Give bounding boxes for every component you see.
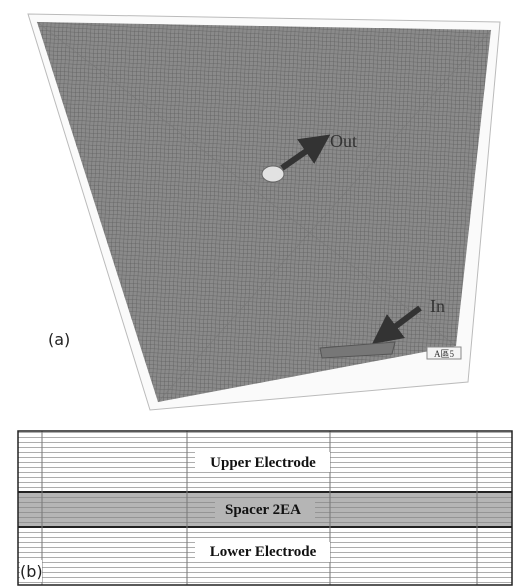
inlet-label: In — [430, 296, 445, 316]
mesh — [37, 22, 491, 402]
tag: A區5 — [434, 349, 454, 359]
outlet-port — [262, 166, 284, 182]
panel-label: (a) — [48, 330, 70, 349]
layer-label: Lower Electrode — [210, 544, 317, 560]
figure: Out In A區5 (a) Upper Electrode Spacer 2E… — [0, 0, 515, 588]
layer-label: Upper Electrode — [210, 455, 316, 471]
panel-a: Out In A區5 (a) — [28, 14, 500, 410]
panel-b: Upper Electrode Spacer 2EA Lower Electro… — [18, 431, 512, 585]
panel-label: (b) — [20, 562, 43, 581]
outlet-label: Out — [330, 131, 357, 151]
layer-label: Spacer 2EA — [225, 502, 301, 518]
